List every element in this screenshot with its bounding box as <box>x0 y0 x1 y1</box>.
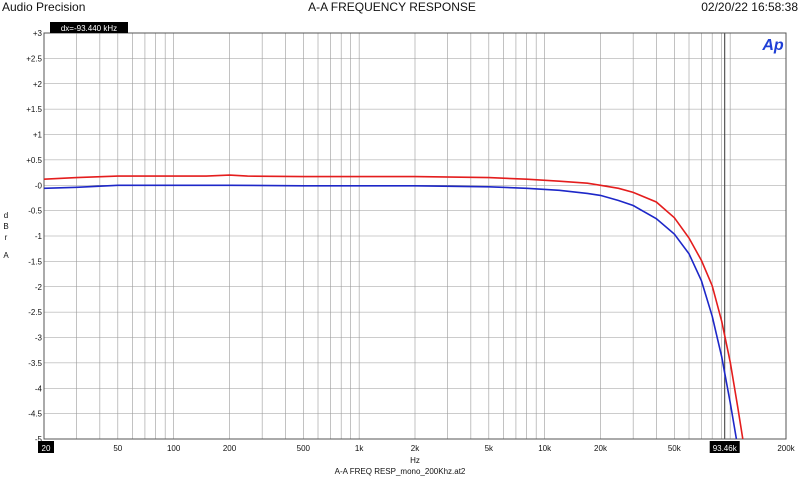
y-tick-label: -0.5 <box>28 207 42 216</box>
x-tick-label: 1k <box>355 444 364 453</box>
x-tick-label: 10k <box>538 444 552 453</box>
series-line-1 <box>44 174 744 439</box>
y-tick-label: -4 <box>35 384 43 393</box>
grid <box>44 32 786 440</box>
y-axis-letter: r <box>5 233 8 242</box>
x-tick-label: 100 <box>167 444 181 453</box>
y-tick-label: +2.5 <box>26 54 42 63</box>
chart-title: A-A FREQUENCY RESPONSE <box>308 0 476 14</box>
x-cursor-left-label: 20 <box>42 444 51 453</box>
y-tick-label: -2 <box>35 283 43 292</box>
y-axis-letter: B <box>3 222 8 231</box>
y-axis-letter: A <box>3 251 9 260</box>
y-tick-label: +3 <box>33 29 43 38</box>
plot-frame <box>43 32 787 440</box>
y-tick-label: +1.5 <box>26 105 42 114</box>
x-tick-label: 2k <box>411 444 420 453</box>
x-axis-label: Hz <box>410 456 420 465</box>
y-tick-label: +1 <box>33 131 43 140</box>
y-tick-label: -0 <box>35 181 43 190</box>
cursor-readout: dx=-93.440 kHz <box>61 24 117 33</box>
y-axis-letter: d <box>4 211 8 220</box>
x-tick-label: 20k <box>594 444 608 453</box>
x-tick-label: 50 <box>113 444 122 453</box>
cursor-readout-box <box>50 22 128 33</box>
y-tick-label: -3 <box>35 334 43 343</box>
y-tick-labels: +3 +2.5 +2 +1.5 +1 +0.5 -0 -0.5 -1 -1.5 -2 -2.5 -3 -3… <box>26 29 42 444</box>
x-tick-label: 5k <box>485 444 494 453</box>
y-tick-label: -1 <box>35 232 43 241</box>
x-tick-label: 200k <box>777 444 795 453</box>
x-cursor-right-box <box>709 441 740 453</box>
x-tick-label: 200 <box>223 444 237 453</box>
x-cursor-right-label: 93.46k <box>713 444 738 453</box>
y-tick-label: +0.5 <box>26 156 42 165</box>
x-tick-label: 50k <box>668 444 682 453</box>
app-name: Audio Precision <box>2 0 85 14</box>
series-layer <box>44 174 744 439</box>
timestamp: 02/20/22 16:58:38 <box>701 0 798 14</box>
x-tick-label: 500 <box>297 444 311 453</box>
y-tick-label: -1.5 <box>28 257 42 266</box>
y-tick-label: +2 <box>33 80 43 89</box>
x-cursor-left-box <box>38 441 54 453</box>
ap-logo: Ap <box>761 37 784 54</box>
y-tick-label: -4.5 <box>28 410 42 419</box>
y-tick-label: -3.5 <box>28 359 42 368</box>
footer-filename: A-A FREQ RESP_mono_200Khz.at2 <box>335 467 466 476</box>
x-tick-labels: 50 100 200 500 1k 2k 5k 10k 20k 50k 200k 20 93.46k <box>38 441 796 453</box>
series-line-2 <box>44 184 738 439</box>
y-tick-label: -5 <box>35 435 43 444</box>
y-tick-label: -2.5 <box>28 308 42 317</box>
